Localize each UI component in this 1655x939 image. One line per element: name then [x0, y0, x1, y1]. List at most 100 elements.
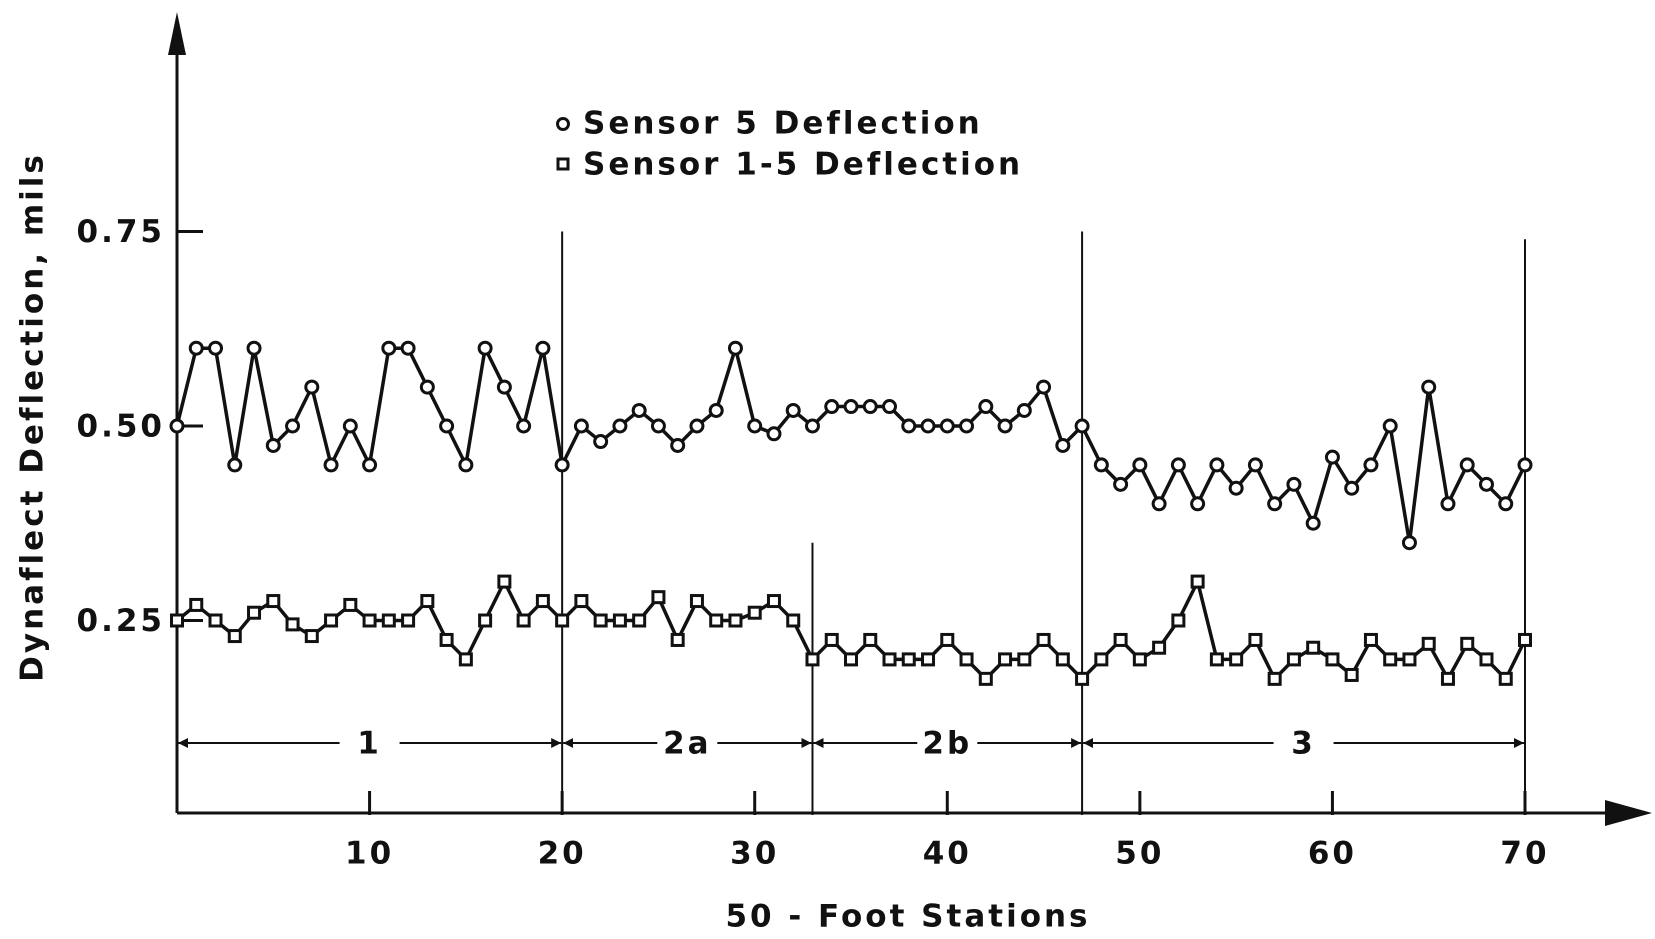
circle-marker: [304, 379, 320, 395]
circle-marker: [265, 437, 281, 453]
circle-marker: [1459, 457, 1475, 473]
x-tick-label: 70: [1500, 836, 1549, 872]
circle-marker: [1478, 476, 1494, 492]
circle-marker: [862, 399, 878, 415]
square-marker: [612, 613, 627, 628]
square-marker: [863, 632, 878, 647]
circle-marker: [843, 399, 859, 415]
square-marker: [381, 613, 396, 628]
legend-label: Sensor 1-5 Deflection: [583, 147, 1023, 183]
circle-marker: [323, 457, 339, 473]
circle-marker: [1190, 496, 1206, 512]
circle-marker: [1093, 457, 1109, 473]
square-marker: [1479, 652, 1494, 667]
circle-marker: [342, 418, 358, 434]
section-label: 2b: [922, 726, 972, 762]
square-marker: [1248, 632, 1263, 647]
x-tick-label: 10: [345, 836, 394, 872]
circle-marker: [1324, 449, 1340, 465]
square-marker: [959, 652, 974, 667]
square-marker: [362, 613, 377, 628]
square-marker: [1209, 652, 1224, 667]
circle-marker: [1209, 457, 1225, 473]
circle-marker: [439, 418, 455, 434]
circle-marker: [496, 379, 512, 395]
square-marker: [670, 632, 685, 647]
y-axis-arrow: [168, 12, 186, 55]
section-label-bg: [919, 725, 976, 761]
legend-marker: [556, 157, 570, 171]
square-marker: [497, 574, 512, 589]
circle-marker: [901, 418, 917, 434]
square-marker: [189, 597, 204, 612]
square-marker: [304, 629, 319, 644]
x-tick-label: 20: [538, 836, 587, 872]
circle-marker: [939, 418, 955, 434]
square-marker: [208, 613, 223, 628]
square-marker: [285, 617, 300, 632]
circle-marker: [978, 399, 994, 415]
circle-marker: [573, 418, 589, 434]
square-marker: [1325, 652, 1340, 667]
circle-marker: [670, 437, 686, 453]
square-marker: [593, 613, 608, 628]
circle-marker: [208, 340, 224, 356]
square-marker: [478, 613, 493, 628]
circle-marker: [1247, 457, 1263, 473]
square-marker: [632, 613, 647, 628]
circle-marker: [1421, 379, 1437, 395]
x-tick-label: 40: [923, 836, 972, 872]
circle-marker: [1113, 476, 1129, 492]
square-marker: [689, 594, 704, 609]
x-tick-label: 50: [1115, 836, 1164, 872]
circle-marker: [1036, 379, 1052, 395]
square-marker: [1132, 652, 1147, 667]
square-marker: [766, 594, 781, 609]
y-tick-label: 0.50: [77, 409, 166, 445]
circle-marker: [689, 418, 705, 434]
circle-marker: [1382, 418, 1398, 434]
x-axis-arrow: [1605, 800, 1652, 826]
circle-marker: [1170, 457, 1186, 473]
square-marker: [1498, 671, 1513, 686]
square-marker: [516, 613, 531, 628]
square-marker: [651, 590, 666, 605]
x-axis-label: 50 - Foot Stations: [725, 899, 1090, 935]
circle-marker: [1517, 457, 1533, 473]
legend-label: Sensor 5 Deflection: [583, 106, 983, 142]
circle-marker: [708, 402, 724, 418]
square-marker: [1113, 632, 1128, 647]
square-marker: [882, 652, 897, 667]
square-marker: [1286, 652, 1301, 667]
circle-marker: [188, 340, 204, 356]
circle-marker: [785, 402, 801, 418]
y-tick-label: 0.25: [77, 603, 166, 639]
square-marker: [940, 632, 955, 647]
circle-marker: [593, 434, 609, 450]
circle-marker: [1151, 496, 1167, 512]
circle-marker: [1074, 418, 1090, 434]
circle-marker: [227, 457, 243, 473]
circle-marker: [1132, 457, 1148, 473]
square-marker: [978, 671, 993, 686]
section-label-bg: [341, 725, 398, 761]
square-marker: [324, 613, 339, 628]
section-label-bg: [1275, 725, 1332, 761]
circle-marker: [477, 340, 493, 356]
y-axis-label: Dynaflect Deflection, mils: [15, 152, 51, 682]
circle-marker: [516, 418, 532, 434]
square-marker: [1460, 636, 1475, 651]
circle-marker: [535, 340, 551, 356]
square-marker: [1306, 640, 1321, 655]
circle-marker: [997, 418, 1013, 434]
square-marker: [439, 632, 454, 647]
square-marker: [1017, 652, 1032, 667]
square-marker: [786, 613, 801, 628]
series-line: [175, 346, 1527, 545]
circle-marker: [1305, 515, 1321, 531]
circle-marker: [1344, 480, 1360, 496]
square-marker: [343, 597, 358, 612]
square-marker: [1152, 640, 1167, 655]
x-tick-label: 30: [730, 836, 779, 872]
